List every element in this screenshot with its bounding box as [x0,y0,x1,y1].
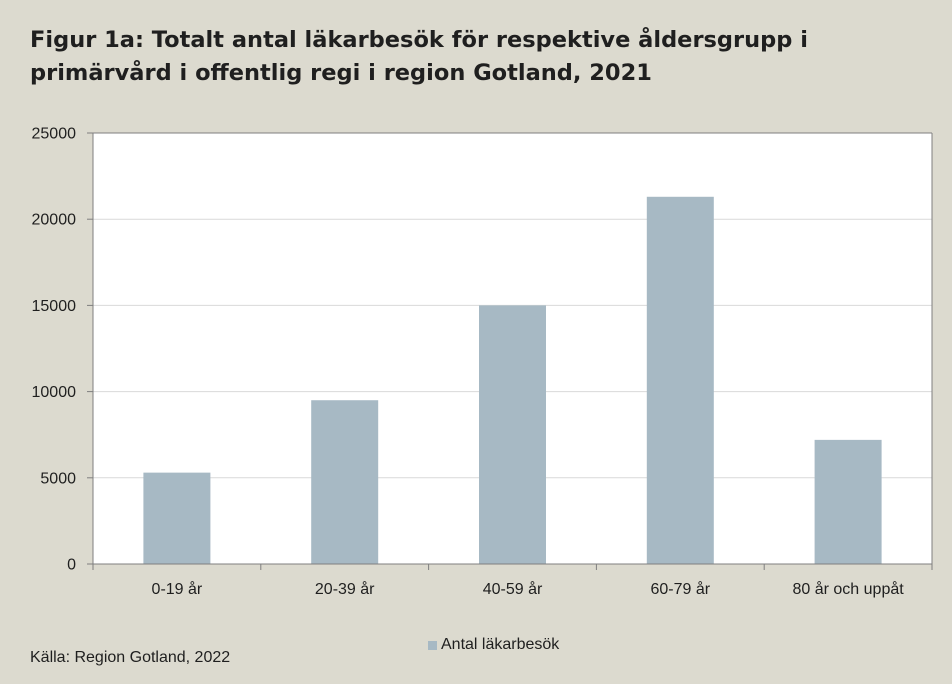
y-tick-label: 20000 [32,212,77,229]
legend-swatch [428,640,437,650]
y-tick-label: 25000 [32,126,77,143]
x-tick-label: 60-79 år [651,580,711,598]
axes [87,132,933,570]
y-tick-label: 10000 [32,384,77,401]
y-tick-label: 15000 [32,298,77,315]
x-tick-label: 0-19 år [152,580,203,598]
y-tick-labels: 0 5000 10000 15000 20000 25000 [32,126,77,574]
y-tick-label: 5000 [40,470,76,487]
x-tick-label: 80 år och uppåt [792,580,904,598]
legend: Antal läkarbesök [428,636,559,654]
bar [479,305,546,564]
x-tick-labels: 0-19 år 20-39 år 40-59 år 60-79 år 80 år och… [152,580,905,598]
bar [311,400,379,564]
y-tick-label: 0 [67,557,76,574]
bar [646,196,714,564]
source-note: Källa: Region Gotland, 2022 [30,649,231,666]
legend-label: Antal läkarbesök [441,636,560,653]
bar [814,439,882,564]
x-tick-label: 40-59 år [483,580,543,598]
bar-series [143,196,882,564]
x-tick-label: 20-39 år [315,580,375,598]
bar [143,472,211,564]
chart-title: Figur 1a: Totalt antal läkarbesök för re… [30,27,808,86]
